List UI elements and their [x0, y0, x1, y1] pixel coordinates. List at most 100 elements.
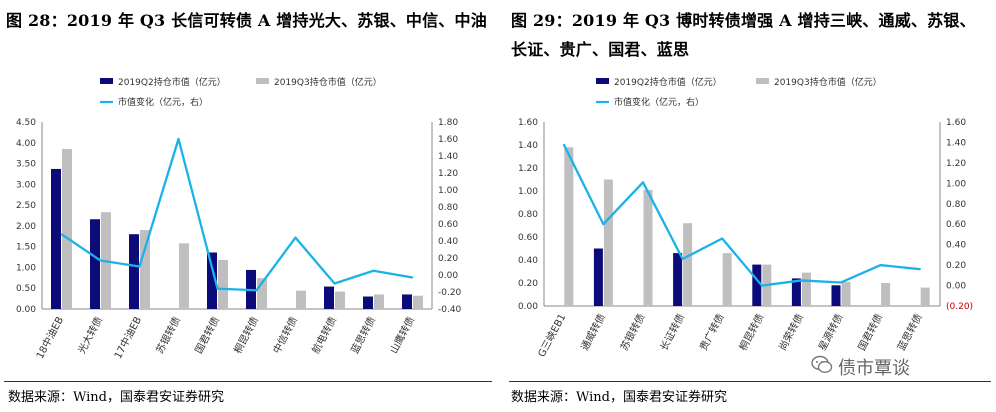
chart0-bar-q3-8: [374, 294, 384, 309]
chart1-legend-label-q3: 2019Q3持仓市值（亿元）: [774, 76, 882, 88]
chart0-ytick-left-4: 2.00: [16, 222, 36, 232]
chart1-point-change-1: [602, 223, 605, 226]
watermark: 债市覃谈: [838, 358, 910, 379]
chart1-point-change-6: [800, 279, 803, 282]
chart1-bar-q2-6: [791, 278, 801, 306]
chart0-bar-q2-8: [363, 296, 373, 309]
chart1-bar-q2-1: [593, 248, 603, 306]
chart0-bar-q3-7: [335, 291, 345, 309]
chart0-legend-label-change: 市值变化（亿元，右）: [118, 96, 208, 108]
chart1-ytick-left-8: 1.60: [518, 118, 538, 128]
chart0-ytick-right-11: 1.80: [438, 118, 458, 128]
chart0-ytick-left-1: 0.50: [16, 284, 36, 294]
chart0-ytick-right-1: -0.20: [438, 288, 462, 298]
chart0-point-change-8: [372, 269, 375, 272]
chart0-xtick-9: 山鹰转债: [387, 314, 417, 355]
chart1-bar-q3-9: [920, 287, 930, 306]
chart1-ytick-right-1: 0.00: [946, 282, 966, 292]
chart1-ytick-right-3: 0.40: [946, 241, 966, 251]
chart0-bar-q2-4: [207, 252, 217, 309]
chart1-ytick-right-6: 1.00: [946, 179, 966, 189]
chart-left: 2019Q2持仓市值（亿元） 2019Q3持仓市值（亿元） 市值变化（亿元，右） 0.…: [16, 76, 462, 361]
chart0-bar-q3-4: [218, 259, 228, 309]
chart1-ytick-right-4: 0.60: [946, 220, 966, 230]
chart-right: 2019Q2持仓市值（亿元） 2019Q3持仓市值（亿元） 市值变化（亿元，右） 0.…: [518, 76, 973, 359]
chart0-ytick-left-9: 4.50: [16, 118, 36, 128]
chart0-line-change: [60, 137, 413, 292]
divider-left: [4, 381, 492, 382]
chart1-xtick-0: G三峡EB1: [535, 311, 569, 359]
chart0-legend-label-q2: 2019Q2持仓市值（亿元）: [118, 76, 226, 88]
chart0-xtick-4: 国君转债: [192, 314, 222, 355]
chart0-bar-q3-0: [62, 149, 72, 309]
figure-29-title: 图 29：2019 年 Q3 博时转债增强 A 增持三峡、通威、苏银、长证、贵广…: [511, 11, 976, 59]
divider-right: [509, 381, 991, 382]
chart1-xtick-8: 国君转债: [855, 311, 885, 352]
chart0-ytick-right-3: 0.20: [438, 254, 458, 264]
chart1-bar-q3-8: [881, 283, 891, 306]
chart0-point-change-6: [294, 236, 297, 239]
chart1-ytick-left-2: 0.40: [518, 256, 538, 266]
chart1-ytick-left-6: 1.20: [518, 164, 538, 174]
chart1-xtick-1: 通威转债: [578, 311, 608, 352]
chart1-xtick-4: 贵广转债: [697, 311, 727, 352]
chart1-ytick-left-7: 1.40: [518, 141, 538, 151]
wechat-logo-icon: [811, 355, 833, 374]
chart1-bar-q2-3: [673, 253, 683, 306]
chart1-ytick-right-7: 1.20: [946, 159, 966, 169]
chart1-bar-q3-2: [643, 189, 653, 306]
chart0-point-change-1: [99, 259, 102, 262]
chart0-bar-q2-0: [51, 168, 61, 309]
chart0-ytick-right-4: 0.40: [438, 237, 458, 247]
chart1-ytick-left-1: 0.20: [518, 279, 538, 289]
chart1-legend-label-q2: 2019Q2持仓市值（亿元）: [614, 76, 722, 88]
chart0-ytick-left-6: 3.00: [16, 180, 36, 190]
chart1-point-change-9: [919, 268, 921, 270]
chart1-bar-q3-6: [801, 272, 811, 306]
chart0-bar-q2-9: [402, 294, 412, 309]
chart1-xtick-3: 长证转债: [657, 311, 687, 352]
chart0-legend-swatch-q2: [100, 78, 113, 84]
chart1-legend-swatch-q2: [596, 78, 609, 84]
chart0-ytick-right-2: 0.00: [438, 271, 458, 281]
chart1-ytick-right-5: 0.80: [946, 200, 966, 210]
chart0-point-change-4: [216, 287, 219, 290]
chart0-bar-q2-2: [129, 234, 139, 309]
chart1-bar-q3-4: [722, 253, 732, 306]
chart0-xtick-2: 17中油EB: [111, 314, 144, 361]
chart0-bar-q3-6: [296, 290, 306, 309]
chart1-point-change-5: [761, 284, 763, 287]
chart0-point-change-2: [138, 265, 141, 268]
chart0-xtick-5: 桐昆转债: [231, 314, 261, 355]
chart1-point-change-8: [879, 264, 882, 266]
source-note-left: 数据来源：Wind，国泰君安证券研究: [8, 390, 224, 405]
chart0-ytick-right-0: -0.40: [438, 305, 462, 315]
chart0-ytick-left-3: 1.50: [16, 243, 36, 253]
chart0-point-change-7: [333, 282, 336, 285]
chart0-xtick-7: 航电转债: [309, 314, 339, 355]
chart0-point-change-9: [411, 276, 414, 279]
chart0-ytick-left-0: 0.00: [16, 305, 36, 315]
chart0-ytick-right-5: 0.60: [438, 220, 458, 230]
chart0-point-change-5: [255, 289, 258, 292]
chart1-ytick-right-0: (0.20): [946, 302, 973, 312]
chart0-bar-q3-3: [179, 243, 189, 309]
chart1-ytick-left-5: 1.00: [518, 187, 538, 197]
chart0-legend-label-q3: 2019Q3持仓市值（亿元）: [274, 76, 382, 88]
chart0-xtick-3: 苏银转债: [153, 314, 183, 355]
figure-28-title: 图 28：2019 年 Q3 长信可转债 A 增持光大、苏银、中信、中油: [6, 11, 487, 30]
chart0-ytick-right-6: 0.80: [438, 203, 458, 213]
chart0-point-change-3: [177, 138, 180, 140]
chart1-bar-q3-0: [564, 147, 574, 306]
chart1-ytick-left-4: 0.80: [518, 210, 538, 220]
source-note-right: 数据来源：Wind，国泰君安证券研究: [511, 390, 727, 405]
chart0-ytick-left-8: 4.00: [16, 139, 36, 149]
chart0-bar-q3-9: [413, 295, 423, 309]
chart1-point-change-3: [681, 258, 684, 260]
chart1-bar-q2-7: [831, 285, 841, 306]
chart1-ytick-right-2: 0.20: [946, 261, 966, 271]
chart1-legend-label-change: 市值变化（亿元，右）: [614, 96, 704, 108]
chart1-ytick-left-3: 0.60: [518, 233, 538, 243]
chart1-ytick-right-8: 1.40: [946, 138, 966, 148]
chart0-xtick-0: 18中油EB: [33, 314, 66, 361]
